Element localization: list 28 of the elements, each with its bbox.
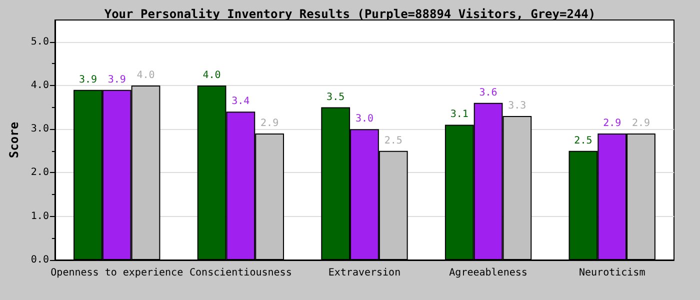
x-tick-label: Conscientiousness [189, 268, 292, 278]
y-tick-label: 0.0 [30, 254, 49, 266]
data-label: 2.5 [574, 135, 592, 146]
data-label: 4.0 [202, 70, 221, 81]
data-label: 2.9 [260, 118, 279, 129]
y-tick-label: 2.0 [30, 167, 49, 178]
y-tick-label: 4.0 [30, 80, 49, 91]
y-axis-title: Score [7, 122, 21, 158]
y-tick-label: 3.0 [30, 124, 49, 135]
y-tick-label: 1.0 [30, 210, 49, 222]
data-label: 2.9 [632, 118, 650, 129]
x-tick-label: Extraversion [328, 268, 401, 278]
data-label: 3.0 [355, 114, 374, 125]
data-label: 4.0 [136, 70, 155, 81]
data-label: 3.9 [78, 74, 98, 86]
data-label: 3.4 [232, 96, 250, 108]
data-label: 3.1 [450, 109, 468, 120]
x-tick-label: Agreeableness [449, 268, 528, 278]
data-label: 2.5 [384, 135, 402, 146]
data-label: 3.9 [108, 74, 126, 86]
x-tick-label: Neuroticism [578, 268, 646, 278]
data-label: 3.5 [326, 92, 345, 103]
chart-title: Your Personality Inventory Results (Purple=88894 Visitors, Grey=244) [104, 7, 596, 21]
data-label: 3.3 [508, 100, 526, 112]
data-label: 2.9 [603, 118, 622, 129]
y-tick-label: 5.0 [30, 36, 49, 48]
x-tick-label: Openness to experience [50, 268, 184, 278]
data-label: 3.6 [479, 87, 498, 98]
